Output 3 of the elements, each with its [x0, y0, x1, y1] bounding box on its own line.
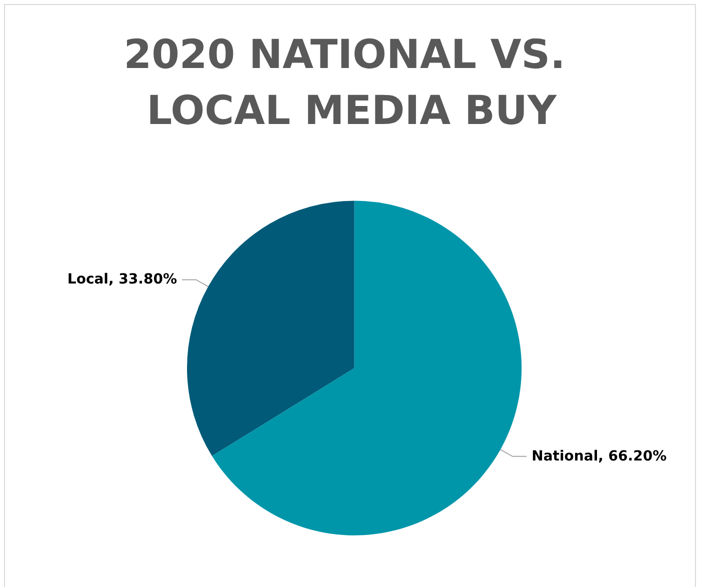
slice-label: National, 66.20%	[532, 448, 667, 464]
slice-label: Local, 33.80%	[67, 272, 177, 288]
chart-title: 2020 NATIONAL VS. LOCAL MEDIA BUY	[124, 32, 580, 134]
